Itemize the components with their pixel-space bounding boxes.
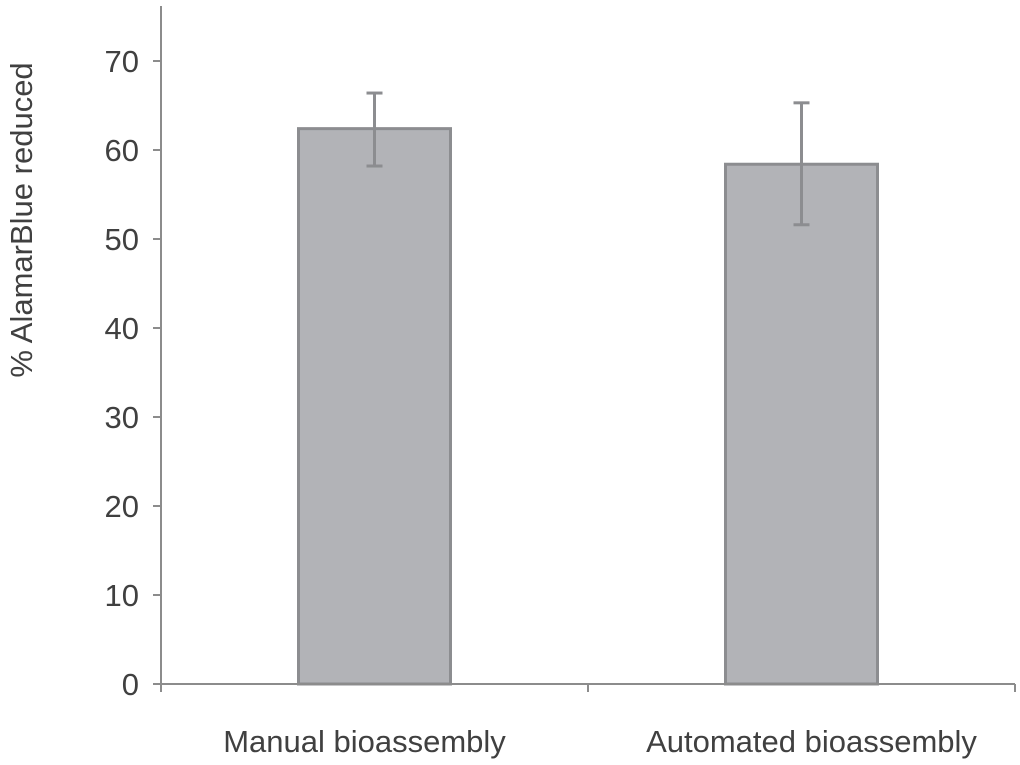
bar [724, 162, 879, 686]
y-tick-label: 70 [105, 44, 139, 79]
y-tick-label: 50 [105, 222, 139, 257]
y-tick-label: 20 [105, 489, 139, 524]
y-tick-label: 60 [105, 133, 139, 168]
y-tick-label: 0 [122, 667, 139, 702]
y-tick-label: 30 [105, 400, 139, 435]
x-tick-label: Manual bioassembly [223, 724, 506, 759]
x-tick-label: Automated bioassembly [646, 724, 977, 759]
y-tick-label: 10 [105, 578, 139, 613]
y-axis-label: % AlamarBlue reduced [4, 62, 39, 377]
bar [297, 127, 452, 686]
y-tick-label: 40 [105, 311, 139, 346]
